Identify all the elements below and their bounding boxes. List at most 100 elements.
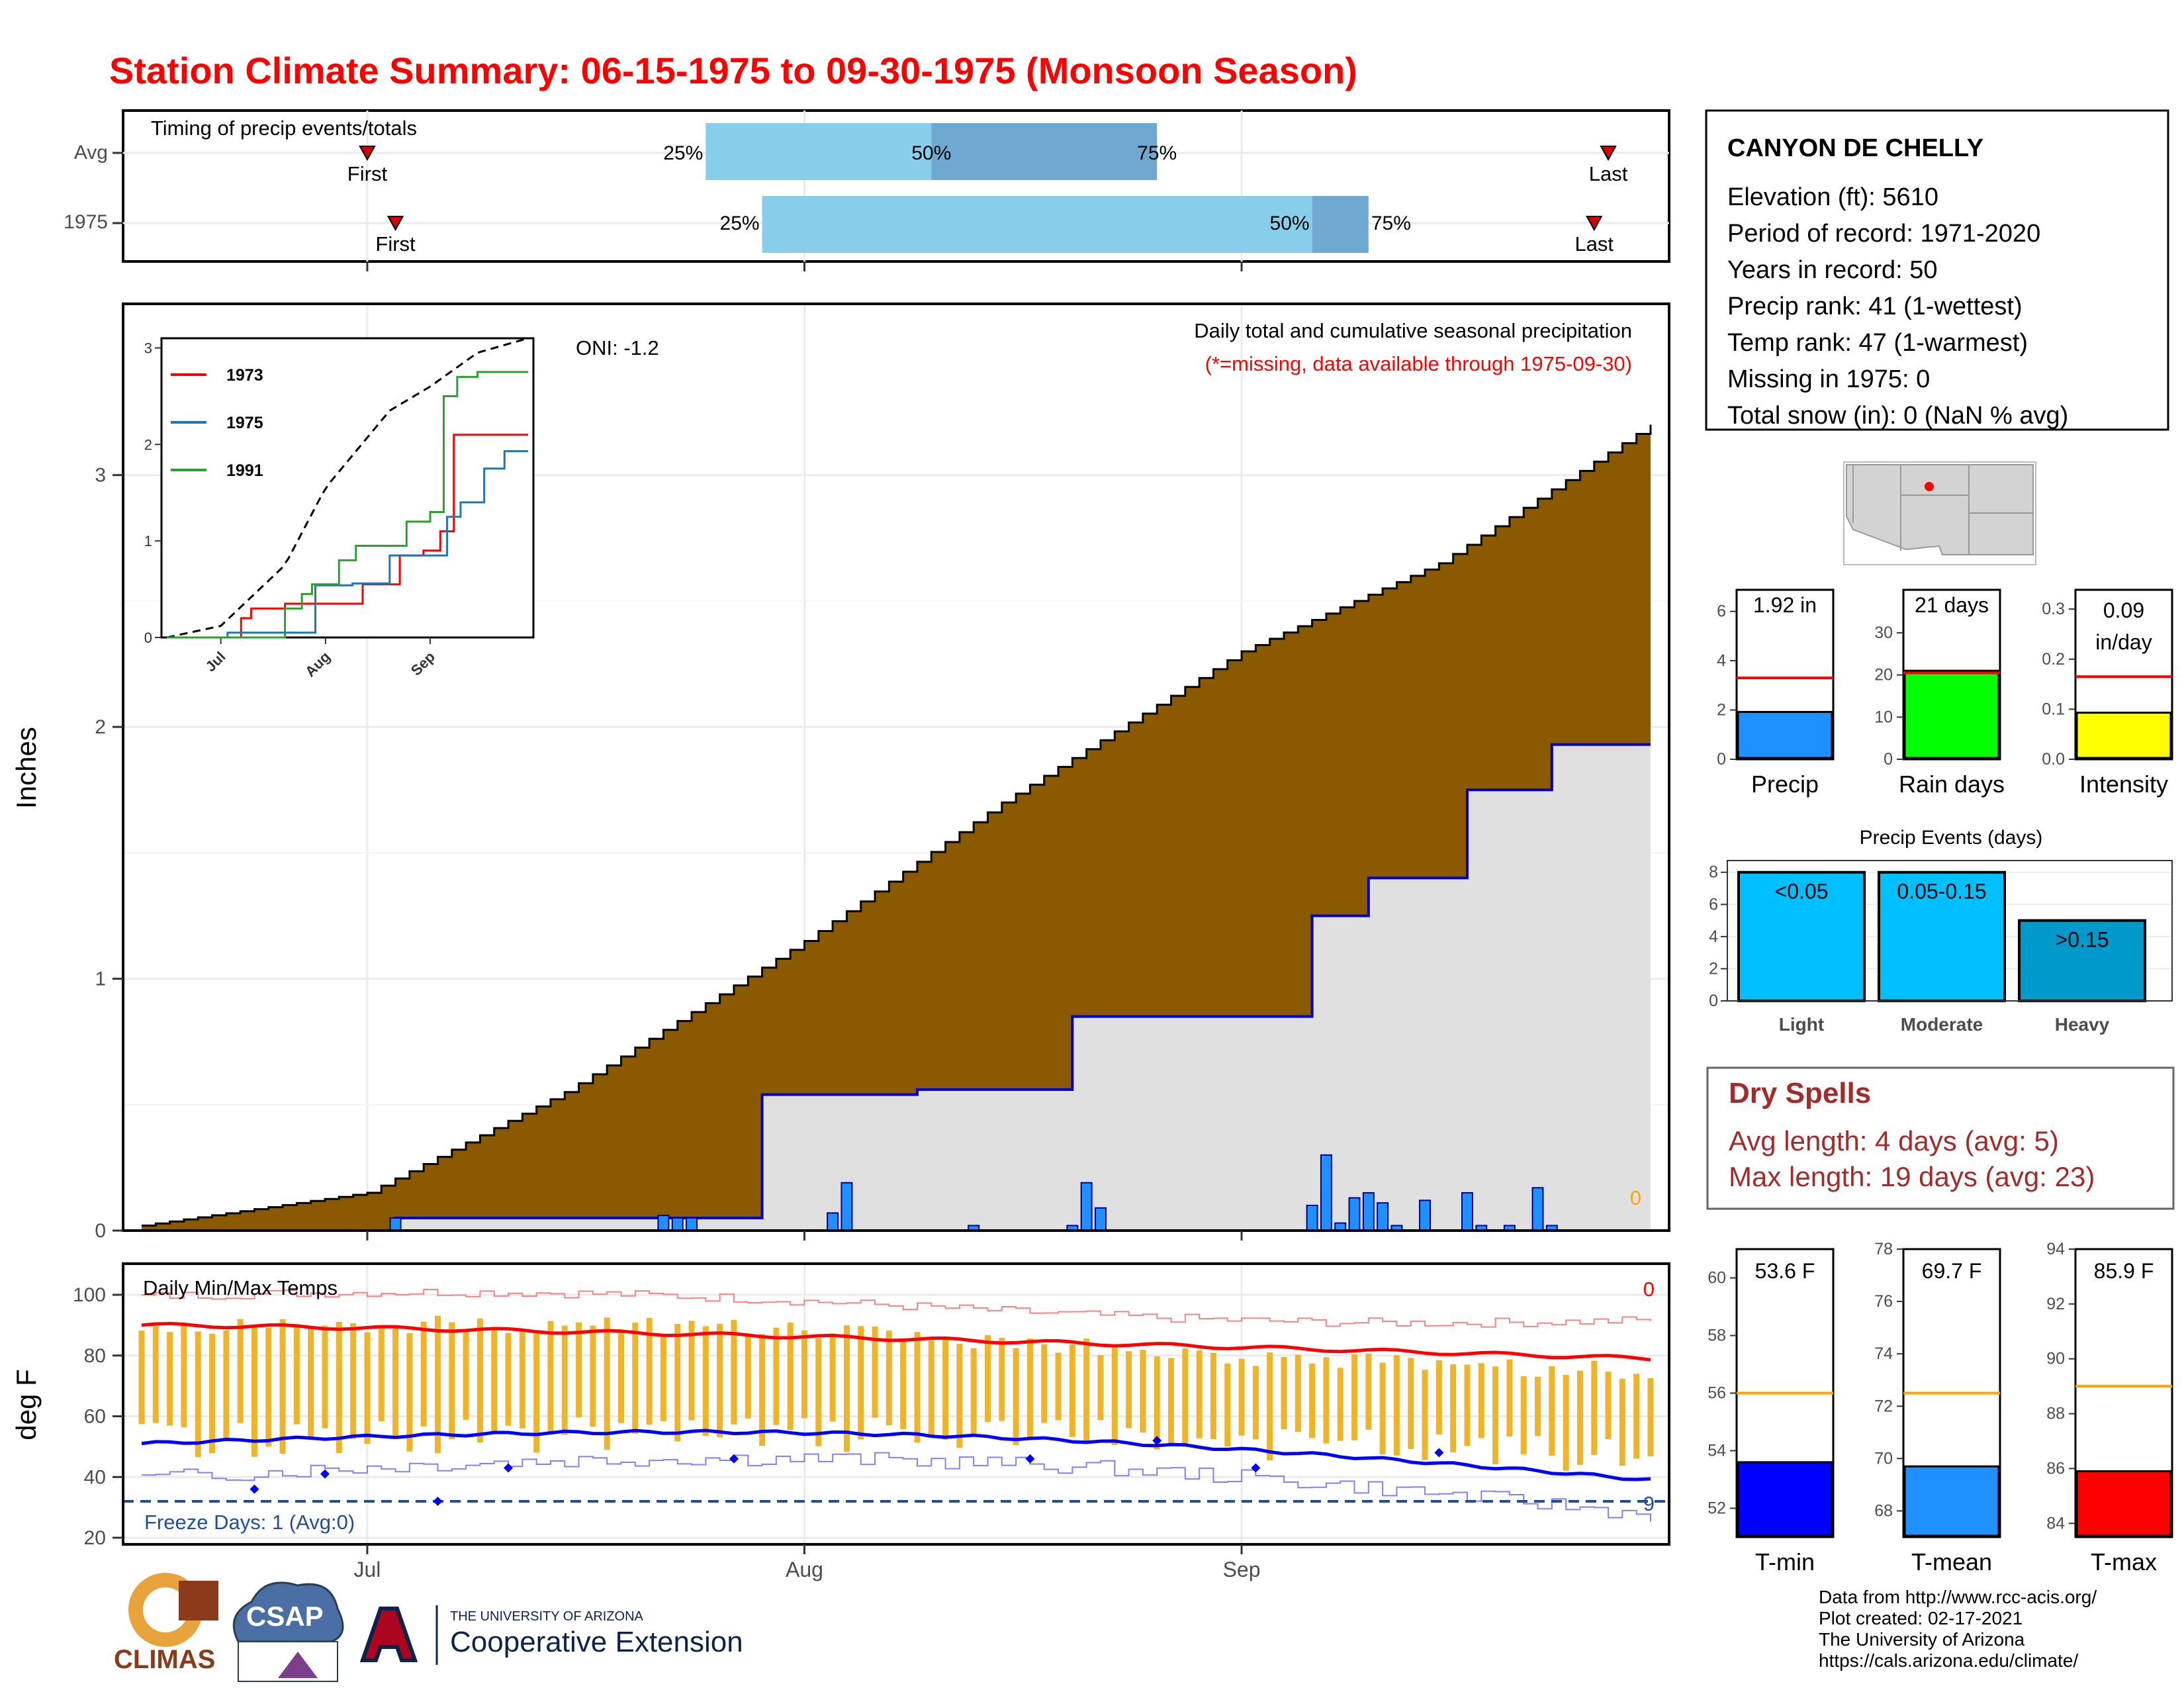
daily-temp-bar (702, 1326, 709, 1436)
daily-temp-bar (519, 1330, 525, 1429)
csap-logo: CSAP (232, 1581, 344, 1682)
footer-line: Data from http://www.rcc-acis.org/ (1819, 1587, 2097, 1607)
timing-bar-50-75 (1312, 196, 1369, 253)
daily-temp-bar (308, 1327, 314, 1439)
temp-box-label: T-mean (1911, 1548, 1992, 1575)
events-ytick-label: 8 (1709, 863, 1718, 882)
rank-ytick-label: 0.2 (2042, 650, 2065, 669)
timing-pct-label: 25% (720, 212, 760, 234)
avg-cumulative-line (142, 424, 1652, 1227)
temp-value-label: 53.6 F (1755, 1259, 1815, 1283)
rank-panel-precip: 1.92 in 0 2 4 6 Precip (1717, 588, 1835, 798)
daily-temp-bar (251, 1327, 257, 1457)
tmin-avg-line (141, 1429, 1651, 1481)
rank-label: Precip (1751, 771, 1819, 798)
daily-temp-bar (985, 1335, 991, 1423)
daily-temp-bar (717, 1323, 723, 1438)
station-name: CANYON DE CHELLY (1727, 134, 1983, 162)
temp-box-ytick-label: 52 (1707, 1499, 1726, 1518)
dry-spells-title: Dry Spells (1729, 1077, 1871, 1109)
daily-temp-bar (547, 1321, 554, 1432)
station-info-line: Precip rank: 41 (1-wettest) (1727, 293, 2023, 320)
inset-ytick-label: 1 (144, 533, 152, 549)
climas-logo: CLIMAS (114, 1573, 218, 1674)
rank-label: Rain days (1899, 771, 2005, 798)
inset-series-line (167, 450, 528, 639)
locator-map (1843, 461, 2036, 565)
daily-temp-bar (1252, 1366, 1259, 1440)
daily-temp-bar (223, 1330, 230, 1439)
daily-temp-bar (1591, 1360, 1598, 1455)
events-category-label: Light (1779, 1014, 1824, 1035)
temp-box-ytick-label: 56 (1707, 1384, 1726, 1403)
daily-temp-bar (1210, 1352, 1216, 1440)
daily-temp-bar (181, 1323, 187, 1427)
rank-value-bar (1737, 711, 1833, 759)
freeze-days-label: Freeze Days: 1 (Avg:0) (144, 1511, 355, 1534)
precip-ytick-label: 2 (95, 716, 106, 738)
temp-value-label: 69.7 F (1922, 1259, 1982, 1283)
rank-ytick-label: 0 (1717, 750, 1726, 769)
events-title: Precip Events (days) (1860, 827, 2043, 849)
temp-box-label: T-max (2091, 1548, 2157, 1575)
daily-temp-bar (576, 1322, 582, 1418)
rank-value-label: 21 days (1915, 593, 1989, 617)
daily-temp-bar (336, 1321, 342, 1453)
temp-box-ytick-label: 68 (1874, 1501, 1893, 1520)
events-ytick-label: 2 (1709, 959, 1718, 978)
daily-temp-bar (378, 1329, 385, 1422)
temp-ytick-label: 100 (73, 1284, 106, 1306)
timing-row-1975-label: 1975 (64, 211, 108, 233)
rank-ytick-label: 4 (1717, 651, 1726, 670)
daily-temp-bar (265, 1327, 272, 1447)
dry-spells-box: Dry Spells Avg length: 4 days (avg: 5) M… (1706, 1066, 2175, 1210)
daily-temp-bar (350, 1323, 357, 1439)
record-low-marker (504, 1463, 514, 1473)
record-low-marker (1251, 1463, 1261, 1473)
footer-line: Plot created: 02-17-2021 (1819, 1608, 2023, 1628)
temp-ytick-label: 60 (84, 1406, 106, 1428)
record-low-marker (250, 1484, 259, 1494)
daily-temp-bar (1267, 1352, 1273, 1461)
daily-precip-bar (1080, 1182, 1093, 1232)
daily-temp-bar (1379, 1362, 1386, 1455)
daily-precip-bar (1419, 1199, 1432, 1231)
events-ytick-label: 6 (1709, 895, 1718, 914)
daily-temp-bar (688, 1321, 695, 1421)
daily-temp-bar (646, 1317, 653, 1425)
csap-logo-text: CSAP (246, 1601, 324, 1632)
precip-panel-title: Daily total and cumulative seasonal prec… (1194, 319, 1632, 342)
temp-box-label: T-min (1755, 1548, 1815, 1575)
daily-temp-bar (279, 1319, 286, 1454)
daily-temp-bar (617, 1331, 624, 1423)
temp-box-t-mean: 69.7 F 68 70 72 74 76 78 T-mean (1874, 1240, 2001, 1575)
record-low-marker (320, 1469, 330, 1479)
footer-line: The University of Arizona (1819, 1629, 2025, 1650)
daily-temp-bar (928, 1340, 934, 1436)
daily-temp-bar (970, 1348, 977, 1434)
temp-ytick-label: 80 (84, 1345, 106, 1367)
temp-value-bar (1903, 1465, 2000, 1537)
daily-temp-bar (434, 1315, 441, 1454)
daily-temp-bar (1224, 1363, 1231, 1447)
rank-panel-intensity: 0.09 in/day 0.0 0.1 0.2 0.3 Intensity (2042, 588, 2173, 798)
daily-temp-bar (406, 1333, 413, 1452)
daily-temp-bar (815, 1338, 822, 1446)
daily-temp-bar (1393, 1355, 1400, 1456)
daily-temp-bar (1464, 1364, 1471, 1446)
daily-temp-bar (1041, 1344, 1048, 1423)
rank-value-label: 0.09 (2103, 598, 2144, 622)
oni-label: ONI: -1.2 (576, 336, 659, 359)
daily-temp-bar (237, 1319, 244, 1423)
daily-temp-bar (1309, 1363, 1316, 1438)
inset-legend-label: 1973 (226, 366, 263, 385)
daily-temp-bar (1013, 1348, 1019, 1446)
daily-temp-bar (1126, 1351, 1132, 1429)
rank-value-bar (1903, 669, 2000, 759)
daily-temp-bar (1619, 1378, 1625, 1466)
timing-panel: Timing of precip events/totals Avg 1975 … (64, 109, 1670, 263)
temp-panel-title: Daily Min/Max Temps (143, 1276, 338, 1299)
temp-box-t-max: 85.9 F 84 86 88 90 92 94 T-max (2046, 1240, 2173, 1575)
daily-temp-bar (491, 1330, 498, 1432)
daily-temp-bar (533, 1332, 540, 1453)
